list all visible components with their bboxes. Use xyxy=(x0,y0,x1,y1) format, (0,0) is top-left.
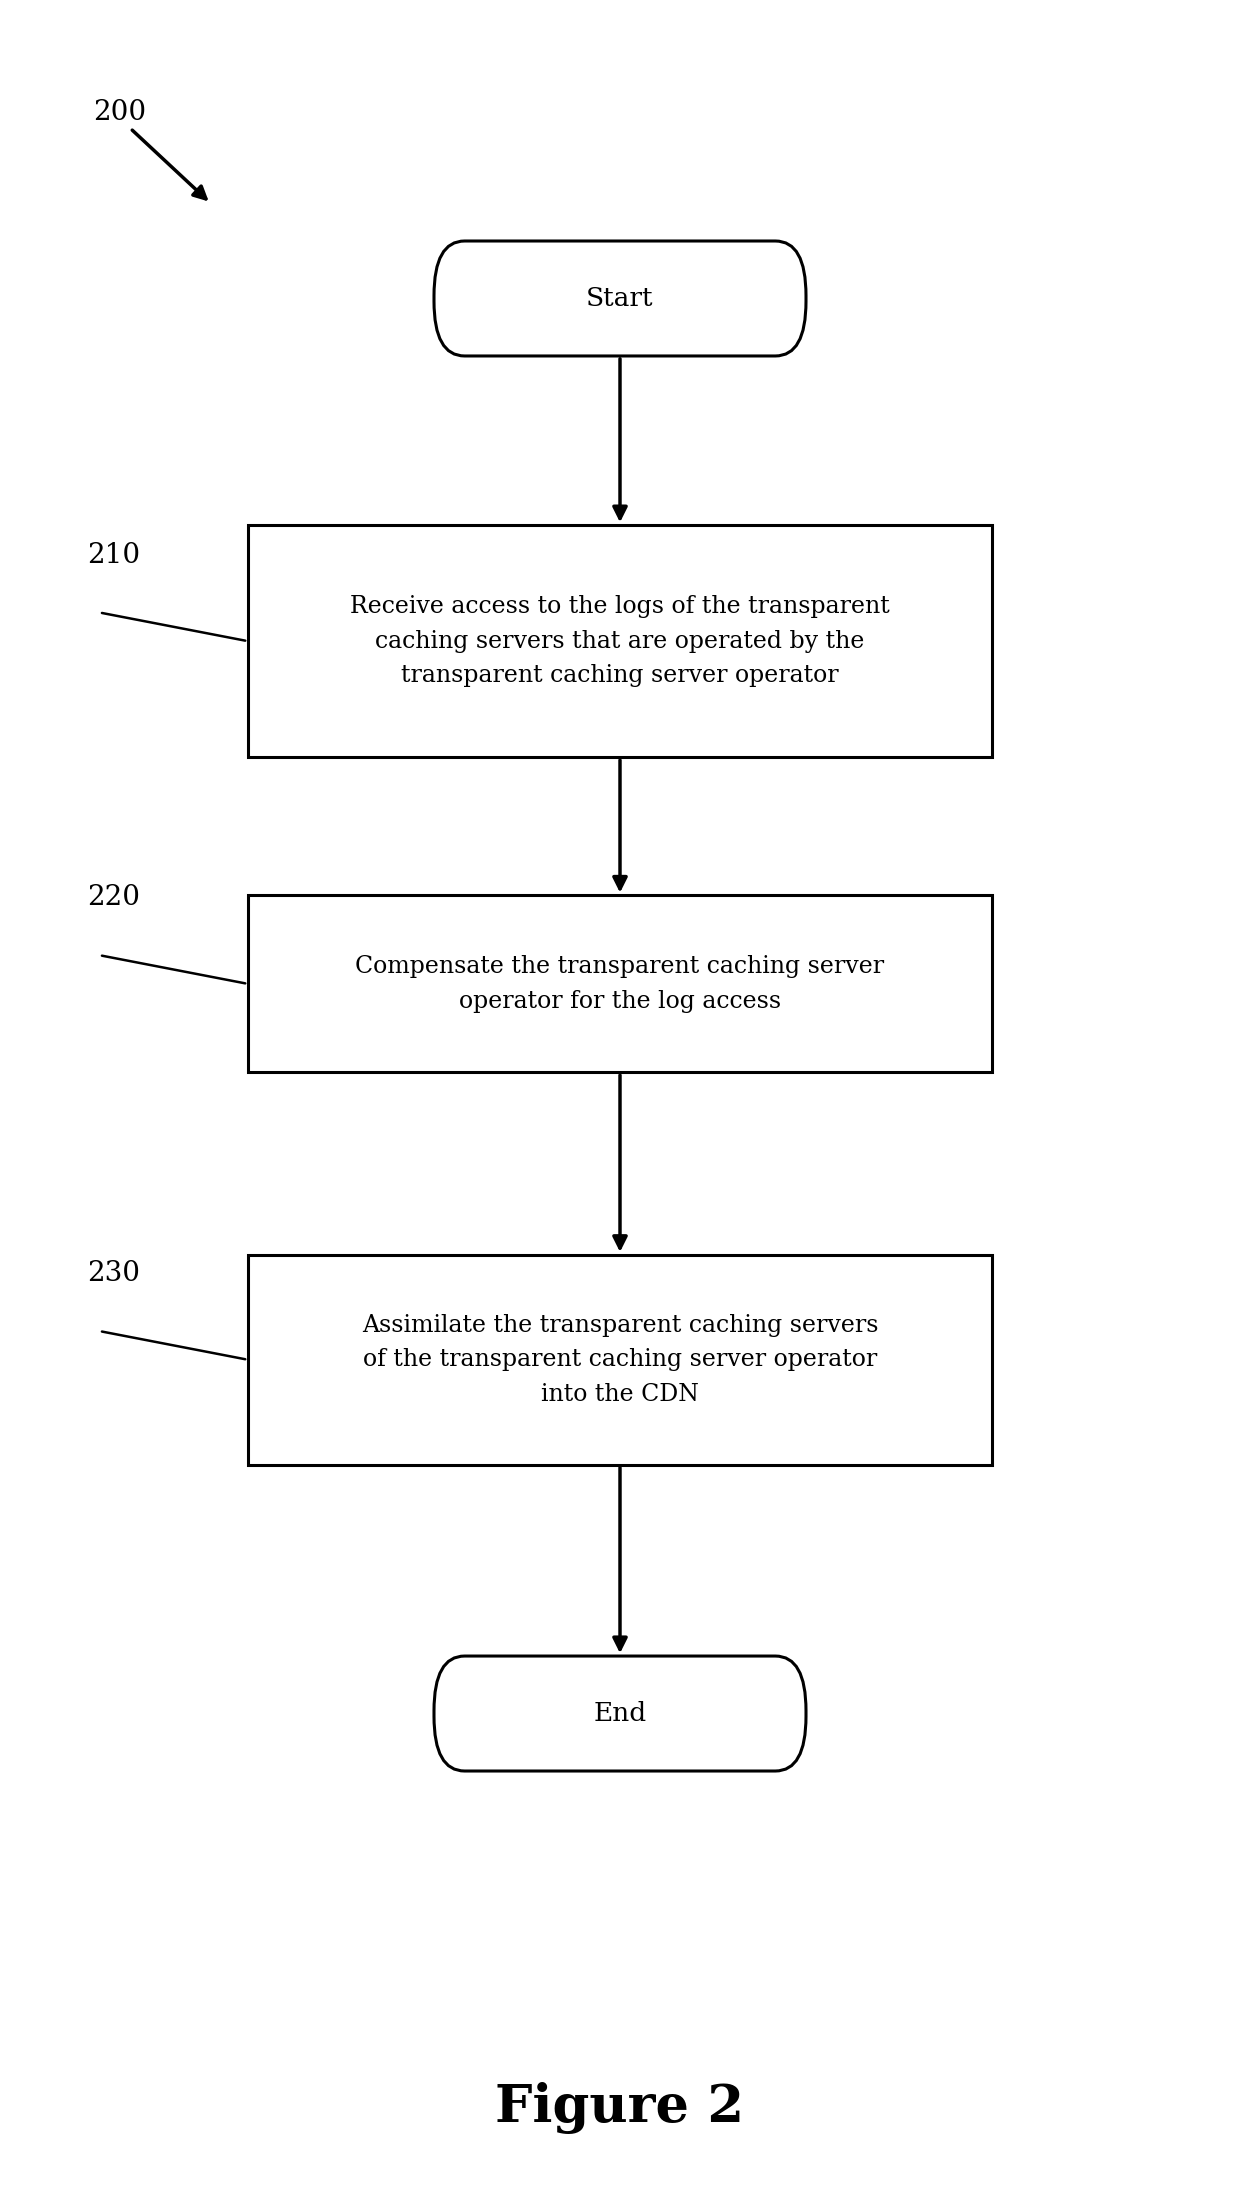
Text: 210: 210 xyxy=(87,542,140,568)
Text: 230: 230 xyxy=(87,1260,140,1287)
Text: Start: Start xyxy=(587,285,653,312)
Text: 200: 200 xyxy=(93,99,146,126)
Bar xyxy=(248,1254,992,1464)
Bar xyxy=(248,895,992,1072)
FancyBboxPatch shape xyxy=(434,1656,806,1771)
Text: Assimilate the transparent caching servers
of the transparent caching server ope: Assimilate the transparent caching serve… xyxy=(362,1313,878,1406)
Text: Receive access to the logs of the transparent
caching servers that are operated : Receive access to the logs of the transp… xyxy=(350,595,890,688)
Text: Compensate the transparent caching server
operator for the log access: Compensate the transparent caching serve… xyxy=(356,955,884,1013)
Bar xyxy=(248,526,992,756)
Text: End: End xyxy=(594,1700,646,1727)
Text: 220: 220 xyxy=(87,884,140,911)
Text: Figure 2: Figure 2 xyxy=(496,2081,744,2134)
FancyBboxPatch shape xyxy=(434,241,806,356)
